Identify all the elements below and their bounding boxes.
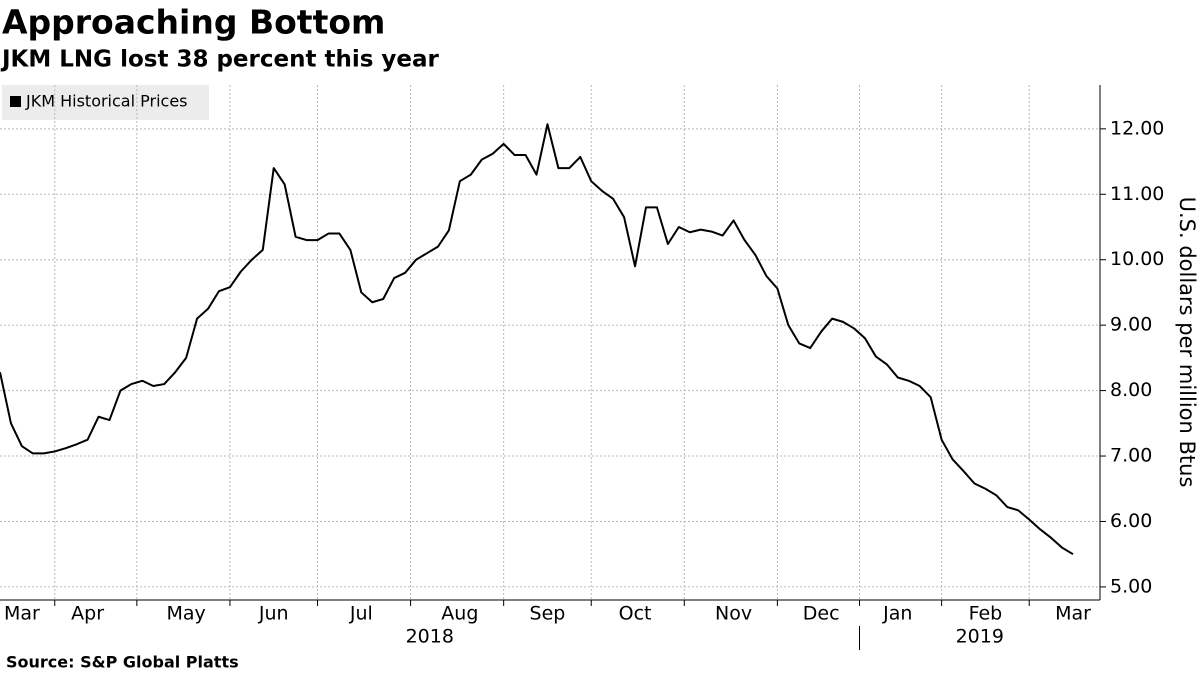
y-tick-label: 12.00 xyxy=(1110,117,1164,139)
legend-box xyxy=(2,85,209,120)
x-tick-label: Jun xyxy=(258,603,289,625)
x-tick-label: Sep xyxy=(530,603,566,625)
x-tick-label: Apr xyxy=(71,603,104,625)
y-tick-label: 10.00 xyxy=(1110,248,1164,270)
y-tick-label: 9.00 xyxy=(1110,314,1152,336)
legend-label: JKM Historical Prices xyxy=(25,92,188,111)
x-tick-label: Mar xyxy=(4,603,40,625)
x-tick-label: Jul xyxy=(349,603,373,625)
y-tick-label: 5.00 xyxy=(1110,575,1152,597)
price-line xyxy=(0,123,1074,556)
x-tick-label: Mar xyxy=(1055,603,1091,625)
x-tick-label: Jan xyxy=(882,603,912,625)
x-tick-label: Dec xyxy=(803,603,840,625)
legend: JKM Historical Prices xyxy=(2,85,209,120)
source: Source: S&P Global Platts xyxy=(6,653,239,672)
year-label: 2018 xyxy=(406,626,454,648)
x-tick-label: Oct xyxy=(619,603,652,625)
y-tick-label: 7.00 xyxy=(1110,445,1152,467)
y-tick-label: 8.00 xyxy=(1110,379,1152,401)
y-tick-label: 11.00 xyxy=(1110,183,1164,205)
y-tick-label: 6.00 xyxy=(1110,510,1152,532)
legend-swatch xyxy=(10,96,21,107)
x-tick-label: Aug xyxy=(441,603,478,625)
chart-title: Approaching Bottom xyxy=(2,3,385,42)
chart-subtitle: JKM LNG lost 38 percent this year xyxy=(0,47,440,73)
x-tick-label: Nov xyxy=(715,603,752,625)
year-label: 2019 xyxy=(956,626,1004,648)
x-tick-label: Feb xyxy=(969,603,1003,625)
y-axis-label: U.S. dollars per million Btus xyxy=(1175,197,1199,488)
x-tick-label: May xyxy=(166,603,205,625)
